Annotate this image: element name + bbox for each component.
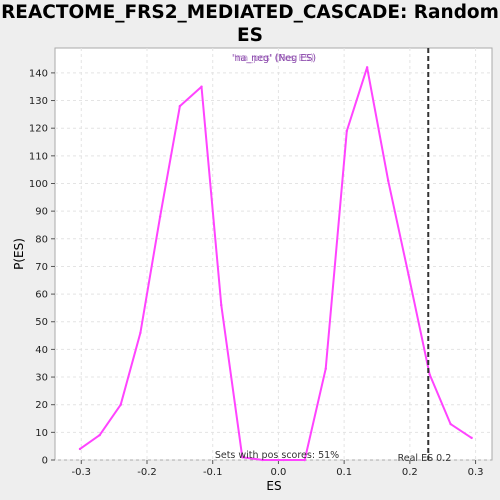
y-axis-ticks: 0 10 20 30 40 50 60 70 80 90 100 110 120 130 140 xyxy=(29,68,55,467)
y-tick-label: 70 xyxy=(35,262,48,273)
data-point xyxy=(241,456,244,459)
y-tick-label: 110 xyxy=(29,151,48,162)
x-tick-label: -0.2 xyxy=(137,467,157,478)
y-tick-label: 120 xyxy=(29,124,48,135)
data-point xyxy=(282,458,285,462)
data-point xyxy=(119,403,122,406)
real-es-label: Real ES 0.2 xyxy=(398,453,452,464)
y-tick-label: 90 xyxy=(35,207,48,218)
x-axis-label: ES xyxy=(266,479,281,493)
x-tick-label: 0.2 xyxy=(402,467,418,478)
data-point xyxy=(98,433,101,437)
data-point xyxy=(407,273,410,276)
plot-area xyxy=(54,47,493,461)
x-tick-label: -0.1 xyxy=(203,467,223,478)
data-point xyxy=(158,215,162,218)
data-point xyxy=(365,66,369,69)
data-point xyxy=(261,458,264,462)
x-tick-label: 0.0 xyxy=(270,467,286,478)
y-axis-label: P(ES) xyxy=(12,238,26,270)
y-tick-label: 10 xyxy=(35,428,48,439)
data-point xyxy=(428,373,431,376)
data-point xyxy=(345,129,348,133)
x-tick-label: 0.1 xyxy=(336,467,352,478)
y-tick-label: 20 xyxy=(35,400,48,411)
data-point xyxy=(220,303,223,307)
x-tick-label: 0.3 xyxy=(468,467,484,478)
legend-pos: 'na_pos' (Pos ES) xyxy=(234,53,314,64)
pos-score-annotation: Sets with pos scores: 51% xyxy=(215,450,339,461)
data-point xyxy=(470,436,473,440)
data-point xyxy=(178,104,182,108)
x-axis-ticks: -0.3 -0.2 -0.1 0.0 0.1 0.2 0.3 xyxy=(72,460,484,478)
y-tick-label: 50 xyxy=(35,317,48,328)
series-line-neg xyxy=(79,85,305,461)
data-point xyxy=(139,331,142,335)
data-point xyxy=(386,179,390,182)
data-point xyxy=(324,367,327,370)
data-point xyxy=(200,85,203,88)
y-tick-label: 40 xyxy=(35,345,48,356)
data-point xyxy=(78,447,82,451)
grid-lines xyxy=(55,48,492,461)
y-tick-label: 30 xyxy=(35,373,48,384)
data-point xyxy=(303,458,306,462)
y-tick-label: 100 xyxy=(29,179,48,190)
series-group xyxy=(78,66,473,462)
y-tick-label: 130 xyxy=(29,96,48,107)
y-tick-label: 80 xyxy=(35,234,48,245)
y-tick-label: 140 xyxy=(29,68,48,79)
y-tick-label: 60 xyxy=(35,290,48,301)
chart-title-line1: REACTOME_FRS2_MEDIATED_CASCADE: Random E… xyxy=(1,2,499,46)
legend-neg: 'na_neg' (Neg ES) xyxy=(232,53,316,64)
data-point xyxy=(449,422,452,426)
x-tick-label: -0.3 xyxy=(72,467,92,478)
y-tick-label: 0 xyxy=(42,456,48,467)
